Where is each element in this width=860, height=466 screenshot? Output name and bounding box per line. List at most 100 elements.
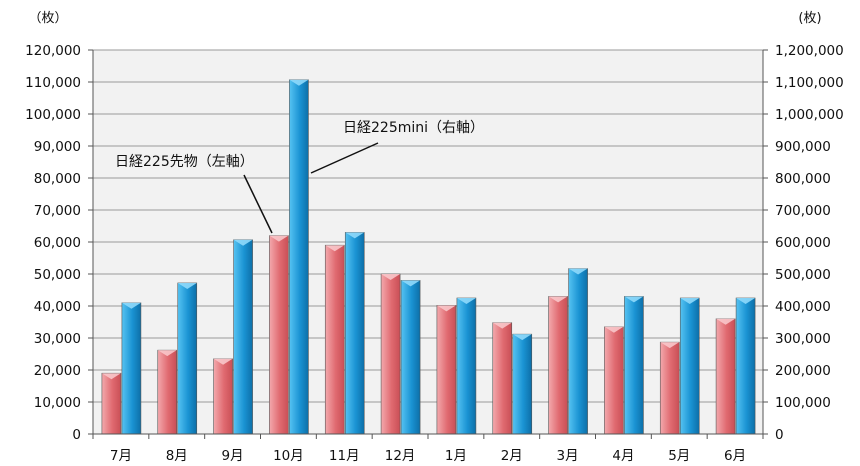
left-tick-label: 30,000	[34, 331, 81, 347]
bar-bevel	[289, 79, 309, 86]
left-axis-ticks: 0 10,000 20,000 30,000 40,000 50,000 60,000 70,…	[25, 43, 81, 443]
bar-mini	[233, 239, 253, 435]
bar-futures	[380, 273, 401, 435]
left-tick-label: 100,000	[25, 107, 81, 123]
bar-bevel	[269, 235, 289, 242]
bar-mini	[400, 280, 421, 435]
bar-bevel	[492, 322, 512, 329]
right-tick-label: 1,200,000	[775, 43, 844, 59]
bar-bevel	[381, 274, 401, 280]
bar-bevel	[177, 282, 197, 289]
annotation-mini: 日経225mini（右軸）	[343, 120, 484, 136]
bar-futures	[436, 305, 457, 435]
bar-futures	[492, 322, 513, 435]
bar-bevel	[716, 318, 736, 325]
bar-bevel	[436, 305, 456, 312]
bar-mini	[568, 268, 588, 435]
x-tick-label: 5月	[668, 448, 690, 464]
left-axis-unit-label: （枚）	[28, 11, 67, 26]
x-tick-label: 2月	[501, 448, 523, 464]
right-tick-label: 800,000	[775, 171, 831, 187]
right-tick-label: 200,000	[775, 363, 831, 379]
annotation-futures-leader	[243, 174, 273, 234]
bar-bevel	[233, 239, 253, 246]
bar-bevel	[660, 342, 680, 349]
bar-futures	[715, 318, 736, 435]
right-tick-label: 900,000	[775, 139, 831, 155]
left-tick-label: 110,000	[25, 75, 81, 91]
bar-bevel	[568, 268, 588, 275]
x-tick-label: 9月	[222, 448, 244, 464]
right-tick-label: 0	[775, 427, 784, 443]
x-tick-label: 11月	[329, 448, 360, 464]
x-tick-label: 3月	[557, 448, 579, 464]
left-tick-label: 10,000	[34, 395, 81, 411]
bar-futures	[604, 326, 624, 435]
left-tick-label: 0	[72, 427, 81, 443]
right-tick-label: 600,000	[775, 235, 831, 251]
bar-futures	[269, 235, 289, 435]
bar-bevel	[401, 280, 421, 287]
right-tick-label: 1,000,000	[775, 107, 844, 123]
right-axis-ticks: 0 100,000 200,000 300,000 400,000 500,000 600,…	[775, 43, 844, 443]
bar-futures	[324, 244, 345, 435]
bar-mini	[344, 232, 365, 435]
bar-bevel	[345, 232, 365, 239]
left-tick-label: 20,000	[34, 363, 81, 379]
bar-bevel	[624, 296, 644, 303]
x-tick-label: 10月	[273, 448, 304, 464]
bar-bevel	[736, 298, 756, 304]
bar-mini	[624, 296, 644, 435]
bar-futures	[101, 372, 122, 435]
left-tick-label: 40,000	[34, 299, 81, 315]
x-tick-label: 12月	[385, 448, 416, 464]
bar-mini	[289, 79, 309, 435]
bar-bevel	[604, 326, 624, 333]
right-tick-label: 300,000	[775, 331, 831, 347]
right-tick-label: 100,000	[775, 395, 831, 411]
left-tick-label: 80,000	[34, 171, 81, 187]
bar-futures	[548, 296, 568, 435]
bar-mini	[512, 333, 533, 435]
bar-mini	[121, 302, 142, 435]
left-tick-label: 60,000	[34, 235, 81, 251]
left-tick-label: 120,000	[25, 43, 81, 59]
bar-bevel	[213, 358, 233, 365]
bar-bevel	[548, 296, 568, 303]
left-tick-label: 90,000	[34, 139, 81, 155]
bars	[101, 79, 756, 435]
x-tick-label: 1月	[445, 448, 467, 464]
axes	[88, 49, 768, 439]
x-tick-label: 4月	[612, 448, 634, 464]
x-tick-label: 8月	[166, 448, 188, 464]
gridlines	[93, 49, 763, 434]
bar-bevel	[157, 350, 177, 357]
bar-bevel	[680, 298, 700, 304]
right-axis-unit-label: (枚)	[798, 11, 821, 26]
bar-mini	[456, 297, 477, 435]
bar-bevel	[121, 302, 141, 309]
bar-bevel	[456, 298, 476, 304]
annotation-mini-leader	[310, 142, 379, 174]
right-tick-label: 500,000	[775, 267, 831, 283]
right-tick-label: 1,100,000	[775, 75, 844, 91]
left-tick-label: 50,000	[34, 267, 81, 283]
annotation-futures: 日経225先物（左軸）	[115, 154, 254, 170]
right-tick-label: 400,000	[775, 299, 831, 315]
bar-mini	[177, 282, 198, 435]
bar-futures	[659, 341, 680, 435]
x-axis-ticks: 7月 8月 9月 10月 11月 12月 1月 2月 3月 4月 5月 6月	[110, 448, 746, 464]
left-tick-label: 70,000	[34, 203, 81, 219]
bar-bevel	[101, 373, 121, 380]
bar-mini	[679, 297, 700, 435]
bar-bevel	[512, 334, 532, 341]
bar-mini	[735, 297, 756, 435]
bar-bevel	[325, 245, 345, 252]
bar-futures	[213, 358, 233, 435]
right-tick-label: 700,000	[775, 203, 831, 219]
bar-futures	[157, 349, 178, 435]
x-tick-label: 7月	[110, 448, 132, 464]
x-tick-label: 6月	[724, 448, 746, 464]
